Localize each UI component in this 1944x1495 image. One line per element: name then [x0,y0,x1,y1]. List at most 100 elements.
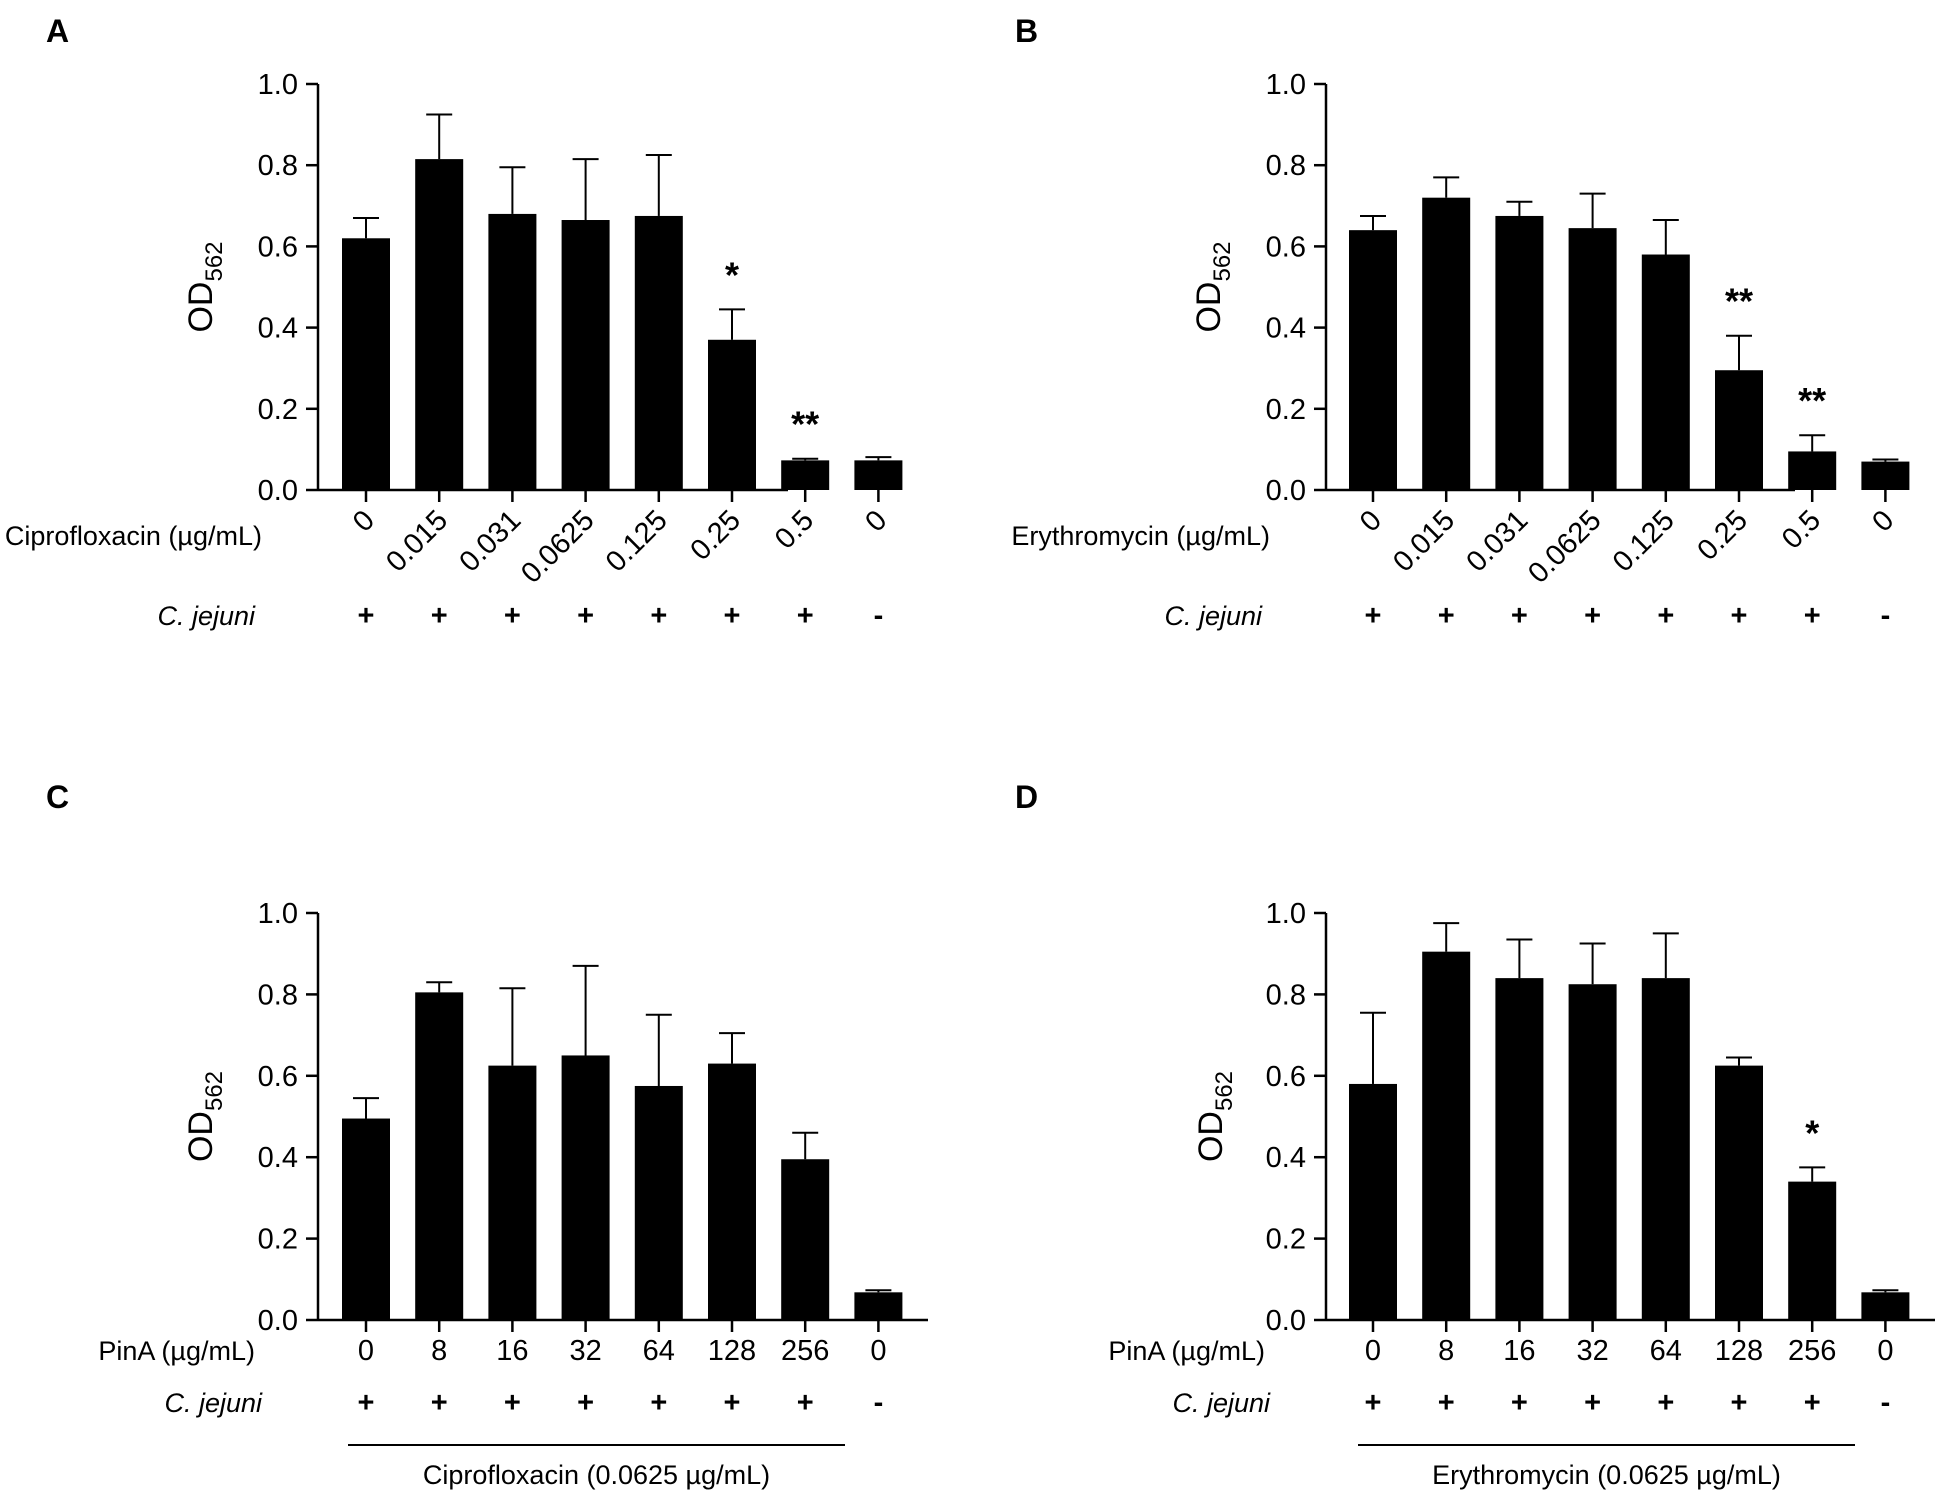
y-tick-label: 0.6 [1266,1061,1306,1093]
bar [1422,951,1471,1320]
strain-sign: + [577,600,594,632]
strain-sign: + [1438,1387,1455,1419]
y-axis-label: OD562 [182,241,228,332]
strain-sign: + [431,1387,448,1419]
strain-sign: - [1881,600,1891,632]
y-tick-label: 0.4 [258,313,298,345]
bar [854,460,903,490]
bar [561,1055,610,1320]
strain-sign: + [1365,1387,1382,1419]
strain-sign: + [724,600,741,632]
bar [634,1085,683,1320]
strain-label: C. jejuni [1172,1388,1271,1418]
panel-label: D [1015,779,1038,815]
strain-sign: + [358,1387,375,1419]
bar [415,159,464,491]
bar [488,213,537,491]
panel-label: A [46,13,69,49]
y-tick-label: 0.2 [258,1224,298,1256]
x-tick-label: 0.0625 [1522,504,1607,589]
x-tick-label: 64 [1650,1335,1682,1367]
y-tick-label: 0.4 [258,1142,298,1174]
x-tick-label: 0.125 [1607,504,1681,578]
x-tick-label: 0.0625 [515,504,600,589]
bar [781,1159,830,1320]
strain-sign: + [1731,600,1748,632]
strain-sign: + [1584,600,1601,632]
strain-sign: + [1584,1387,1601,1419]
group-label: Ciprofloxacin (0.0625 µg/mL) [423,1460,770,1490]
y-tick-label: 0.0 [1266,1305,1306,1337]
x-tick-label: 0 [347,504,381,538]
bar [1641,978,1690,1320]
strain-sign: + [1657,600,1674,632]
x-tick-label: 0.015 [380,504,454,578]
y-tick-label: 0.6 [258,1061,298,1093]
x-tick-label: 0 [1877,1335,1893,1367]
x-row-label: PinA (µg/mL) [1108,1336,1265,1366]
x-tick-label: 0.5 [769,504,820,555]
strain-sign: + [797,600,814,632]
significance-marker: ** [1798,380,1826,421]
bar [1568,228,1617,490]
x-tick-label: 0.25 [1691,504,1754,567]
significance-marker: * [1805,1112,1819,1153]
group-label: Erythromycin (0.0625 µg/mL) [1432,1460,1781,1490]
y-tick-label: 0.2 [1266,1224,1306,1256]
strain-label: C. jejuni [164,1388,263,1418]
bar [561,220,610,490]
x-tick-label: 8 [1438,1335,1454,1367]
y-tick-label: 1.0 [258,69,298,101]
bar [1349,230,1397,490]
bar [781,460,830,490]
bar [708,339,756,490]
x-tick-label: 0 [358,1335,374,1367]
x-row-label: PinA (µg/mL) [98,1336,255,1366]
panel-a: A 0.00.20.40.60.81.0OD5620+0.015+0.031+0… [5,13,903,632]
x-tick-label: 0.5 [1776,504,1827,555]
x-tick-label: 0 [859,504,893,538]
y-tick-label: 0.8 [1266,150,1306,182]
panel-c: C 0.0 0.2 0.4 0.6 0.8 1.0 OD562 0 +8 +16 +32 +64 +12… [46,779,928,1490]
strain-sign: - [874,1387,884,1419]
panel-label: B [1015,13,1038,49]
x-tick-label: 32 [1576,1335,1608,1367]
x-row-label: Erythromycin (µg/mL) [1011,521,1270,551]
y-tick-label: 0.2 [1266,394,1306,426]
strain-sign: - [874,600,884,632]
strain-sign: + [1657,1387,1674,1419]
strain-sign: + [504,1387,521,1419]
bar [1788,1181,1837,1320]
bar [1861,1292,1910,1320]
bar [1422,197,1471,490]
x-tick-label: 64 [643,1335,675,1367]
y-axis-label: OD562 [182,1071,228,1162]
x-tick-label: 128 [708,1335,756,1367]
significance-marker: ** [791,404,819,445]
strain-sign: + [724,1387,741,1419]
y-tick-label: 1.0 [1266,69,1306,101]
strain-sign: + [1804,1387,1821,1419]
y-tick-label: 0.2 [258,394,298,426]
x-tick-label: 32 [569,1335,601,1367]
x-tick-label: 0 [1354,504,1388,538]
y-tick-label: 0.6 [258,231,298,263]
x-tick-label: 16 [1503,1335,1535,1367]
x-tick-label: 0 [1866,504,1900,538]
panel-d: D 0.0 0.2 0.4 0.6 0.8 1.0 OD562 0 +8 +16 +32 +64 +12… [1015,779,1935,1490]
y-axis-label: OD562 [1190,241,1236,332]
x-tick-label: 0.015 [1387,504,1461,578]
strain-sign: - [1881,1387,1891,1419]
y-tick-label: 1.0 [258,898,298,930]
x-tick-label: 0.25 [684,504,747,567]
bar [1495,978,1544,1320]
x-tick-label: 0.125 [600,504,674,578]
y-tick-label: 0.4 [1266,313,1306,345]
x-tick-label: 16 [496,1335,528,1367]
bar [1641,254,1690,490]
strain-sign: + [1804,600,1821,632]
panel-label: C [46,779,69,815]
panel-b: B 0.00.20.40.60.81.0OD5620+0.015+0.031+0… [1011,13,1910,632]
y-tick-label: 0.8 [258,979,298,1011]
